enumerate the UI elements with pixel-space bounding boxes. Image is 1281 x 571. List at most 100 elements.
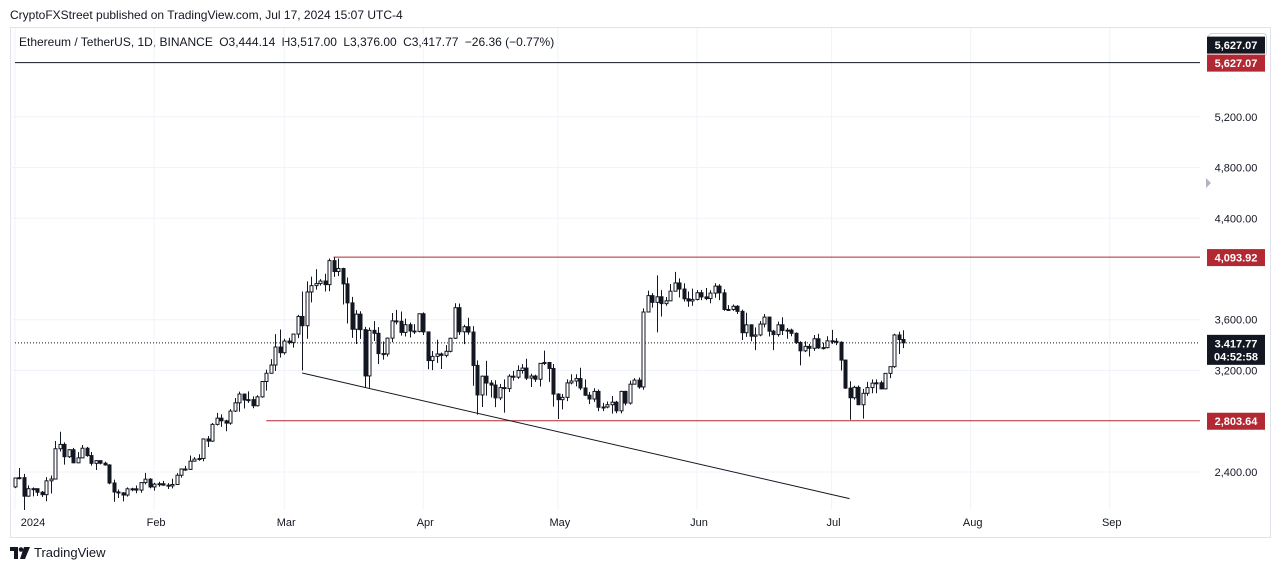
candle[interactable] bbox=[758, 321, 763, 337]
candle[interactable] bbox=[493, 380, 498, 408]
candle[interactable] bbox=[529, 373, 534, 387]
candle[interactable] bbox=[731, 304, 736, 311]
candle[interactable] bbox=[309, 276, 314, 303]
candle[interactable] bbox=[246, 391, 251, 403]
candle[interactable] bbox=[192, 457, 197, 462]
candle[interactable] bbox=[677, 278, 682, 298]
candle[interactable] bbox=[668, 283, 673, 302]
candle[interactable] bbox=[35, 488, 40, 497]
candle[interactable] bbox=[767, 316, 772, 337]
candle[interactable] bbox=[551, 364, 556, 407]
candle[interactable] bbox=[22, 473, 27, 510]
candle[interactable] bbox=[749, 324, 754, 342]
candle[interactable] bbox=[538, 362, 543, 387]
candle[interactable] bbox=[210, 422, 215, 442]
candle[interactable] bbox=[856, 385, 861, 406]
candle[interactable] bbox=[134, 485, 139, 494]
candle[interactable] bbox=[713, 283, 718, 298]
candle[interactable] bbox=[201, 438, 206, 462]
candle[interactable] bbox=[897, 331, 902, 354]
candle[interactable] bbox=[224, 419, 229, 432]
candle[interactable] bbox=[363, 326, 368, 388]
candle[interactable] bbox=[385, 337, 390, 357]
candle[interactable] bbox=[112, 479, 117, 502]
candle[interactable] bbox=[170, 478, 175, 489]
candle[interactable] bbox=[614, 400, 619, 414]
candle[interactable] bbox=[161, 480, 166, 486]
candle[interactable] bbox=[26, 485, 31, 497]
candle[interactable] bbox=[287, 337, 292, 345]
candle[interactable] bbox=[722, 289, 727, 311]
candle[interactable] bbox=[686, 291, 691, 307]
candle[interactable] bbox=[830, 329, 835, 344]
candle[interactable] bbox=[511, 370, 516, 381]
candle[interactable] bbox=[394, 309, 399, 325]
candle[interactable] bbox=[215, 412, 220, 426]
candle[interactable] bbox=[76, 452, 81, 464]
candle[interactable] bbox=[412, 324, 417, 334]
candle[interactable] bbox=[157, 481, 162, 487]
candle[interactable] bbox=[641, 308, 646, 390]
candle[interactable] bbox=[264, 369, 269, 391]
candle[interactable] bbox=[358, 311, 363, 339]
candle[interactable] bbox=[166, 483, 171, 489]
candle[interactable] bbox=[601, 402, 606, 412]
candle[interactable] bbox=[439, 352, 444, 369]
candle[interactable] bbox=[704, 288, 709, 301]
candle[interactable] bbox=[354, 310, 359, 344]
candle[interactable] bbox=[785, 327, 790, 339]
candle[interactable] bbox=[40, 490, 45, 498]
candle[interactable] bbox=[116, 489, 121, 498]
candle[interactable] bbox=[143, 472, 148, 485]
candle[interactable] bbox=[843, 359, 848, 389]
candle[interactable] bbox=[462, 324, 467, 345]
candle[interactable] bbox=[516, 365, 521, 379]
candle[interactable] bbox=[67, 449, 72, 458]
candle[interactable] bbox=[399, 311, 404, 336]
candle[interactable] bbox=[803, 341, 808, 353]
candle[interactable] bbox=[323, 273, 328, 292]
candle[interactable] bbox=[740, 309, 745, 341]
candle[interactable] bbox=[870, 379, 875, 394]
candle[interactable] bbox=[848, 381, 853, 420]
candle[interactable] bbox=[520, 364, 525, 374]
candle[interactable] bbox=[583, 379, 588, 396]
candle[interactable] bbox=[305, 281, 310, 339]
candle[interactable] bbox=[403, 318, 408, 337]
candle[interactable] bbox=[255, 395, 260, 407]
candle[interactable] bbox=[834, 338, 839, 346]
candle[interactable] bbox=[547, 361, 552, 382]
candle[interactable] bbox=[560, 393, 565, 410]
candle[interactable] bbox=[673, 271, 678, 292]
candle[interactable] bbox=[852, 385, 857, 400]
trend-line[interactable] bbox=[302, 372, 850, 500]
candle[interactable] bbox=[753, 327, 758, 351]
candle[interactable] bbox=[780, 317, 785, 335]
candle[interactable] bbox=[367, 327, 372, 388]
candle[interactable] bbox=[17, 468, 22, 480]
candle[interactable] bbox=[569, 374, 574, 385]
candle[interactable] bbox=[542, 350, 547, 366]
candle[interactable] bbox=[628, 380, 633, 405]
candle[interactable] bbox=[314, 269, 319, 290]
candle[interactable] bbox=[341, 267, 346, 305]
candle[interactable] bbox=[269, 359, 274, 374]
candle[interactable] bbox=[865, 381, 870, 396]
candle[interactable] bbox=[578, 367, 583, 391]
candle[interactable] bbox=[610, 395, 615, 414]
candle[interactable] bbox=[776, 321, 781, 337]
candle[interactable] bbox=[376, 327, 381, 365]
candle[interactable] bbox=[726, 305, 731, 311]
candle[interactable] bbox=[650, 293, 655, 308]
candle[interactable] bbox=[816, 333, 821, 349]
candle[interactable] bbox=[565, 379, 570, 402]
candle[interactable] bbox=[139, 482, 144, 493]
candle[interactable] bbox=[94, 460, 99, 471]
candle[interactable] bbox=[237, 391, 242, 412]
candle[interactable] bbox=[197, 454, 202, 461]
candle[interactable] bbox=[327, 258, 332, 292]
candle[interactable] bbox=[744, 312, 749, 337]
candle[interactable] bbox=[839, 341, 844, 371]
candle[interactable] bbox=[430, 350, 435, 371]
candle[interactable] bbox=[233, 397, 238, 412]
